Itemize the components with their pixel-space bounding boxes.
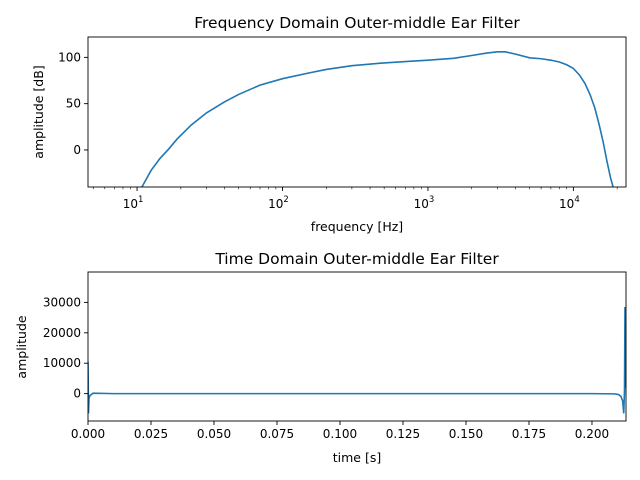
frequency-plot-frame [87, 36, 627, 188]
time-x-tick-label: 0.025 [134, 427, 168, 441]
frequency-x-tick-base: 10 [559, 197, 574, 211]
time-y-tick-label: 20000 [43, 326, 81, 340]
frequency-x-tick-exponent: 1 [138, 195, 143, 205]
frequency-x-tick-exponent: 4 [574, 195, 579, 205]
frequency-x-tick-label: 101 [123, 195, 144, 211]
time-plot-frame [87, 271, 627, 422]
frequency-x-tick-label: 102 [268, 195, 289, 211]
frequency-x-tick-base: 10 [268, 197, 283, 211]
time-x-tick-label: 0.150 [449, 427, 483, 441]
frequency-chart: Frequency Domain Outer-middle Ear Filter… [31, 14, 627, 234]
frequency-x-axis-label: frequency [Hz] [311, 219, 403, 234]
time-y-tick-label: 0 [73, 387, 81, 401]
time-x-tick-label: 0.175 [512, 427, 546, 441]
frequency-y-tick-label: 0 [73, 143, 81, 157]
frequency-response-line [140, 51, 614, 187]
frequency-y-tick-label: 50 [66, 97, 81, 111]
frequency-x-tick-label: 103 [414, 195, 435, 211]
time-x-tick-label: 0.050 [197, 427, 231, 441]
time-x-ticks: 0.000 0.025 0.050 0.075 0.100 0.125 0.150 0.175… [71, 421, 609, 441]
time-x-tick-label: 0.125 [386, 427, 420, 441]
time-x-tick-label: 0.100 [323, 427, 357, 441]
frequency-y-tick-label: 100 [58, 50, 81, 64]
time-x-tick-label: 0.200 [575, 427, 609, 441]
frequency-x-tick-exponent: 3 [429, 195, 434, 205]
time-x-tick-label: 0.075 [260, 427, 294, 441]
frequency-x-ticks: 101 102 103 104 [123, 187, 580, 211]
frequency-y-ticks: 0 50 100 [58, 50, 88, 157]
frequency-x-tick-label: 104 [559, 195, 580, 211]
frequency-chart-title: Frequency Domain Outer-middle Ear Filter [194, 14, 520, 32]
time-y-ticks: 0 10000 20000 30000 [43, 295, 88, 401]
impulse-response-line [88, 306, 626, 414]
time-y-tick-label: 10000 [43, 356, 81, 370]
time-chart-title: Time Domain Outer-middle Ear Filter [214, 250, 499, 268]
frequency-x-tick-exponent: 2 [283, 195, 288, 205]
time-x-axis-label: time [s] [333, 450, 381, 465]
time-x-tick-label: 0.000 [71, 427, 105, 441]
frequency-y-axis-label: amplitude [dB] [31, 65, 46, 158]
time-chart: Time Domain Outer-middle Ear Filter 0 100… [14, 250, 627, 465]
time-y-tick-label: 30000 [43, 295, 81, 309]
frequency-x-tick-base: 10 [414, 197, 429, 211]
time-y-axis-label: amplitude [14, 315, 29, 378]
frequency-x-tick-base: 10 [123, 197, 138, 211]
